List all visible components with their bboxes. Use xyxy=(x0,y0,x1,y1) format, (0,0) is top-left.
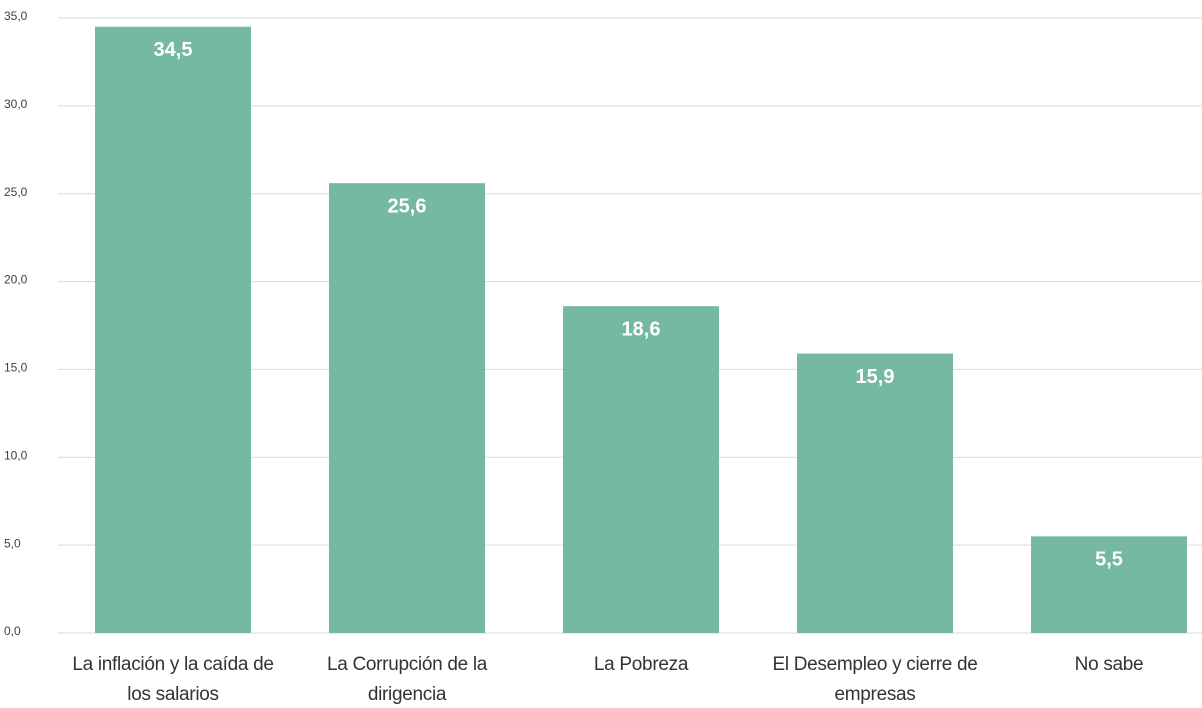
y-tick-label: 35,0 xyxy=(4,9,28,23)
x-tick-label: La Pobreza xyxy=(593,654,689,675)
bar xyxy=(329,183,485,633)
y-tick-label: 10,0 xyxy=(4,448,28,462)
x-tick-label: La inflación y la caída de los salarios xyxy=(72,654,274,705)
value-label: 25,6 xyxy=(388,195,427,217)
y-tick-label: 5,0 xyxy=(4,536,21,550)
y-tick-label: 20,0 xyxy=(4,273,28,287)
value-label: 15,9 xyxy=(856,366,895,388)
bar xyxy=(797,353,953,633)
x-tick-label: No sabe xyxy=(1074,654,1144,675)
bar xyxy=(95,26,251,634)
x-tick-label: La Corrupción de la dirigencia xyxy=(326,654,488,705)
value-label: 18,6 xyxy=(622,318,661,340)
y-tick-label: 15,0 xyxy=(4,361,28,375)
value-label: 34,5 xyxy=(154,39,193,61)
y-tick-label: 0,0 xyxy=(4,624,21,638)
bar xyxy=(563,306,719,633)
bar xyxy=(1031,536,1187,633)
x-tick-label: El Desempleo y cierre de empresas xyxy=(772,654,978,705)
y-tick-label: 25,0 xyxy=(4,185,28,199)
y-tick-label: 30,0 xyxy=(4,97,28,111)
value-label: 5,5 xyxy=(1095,549,1123,571)
